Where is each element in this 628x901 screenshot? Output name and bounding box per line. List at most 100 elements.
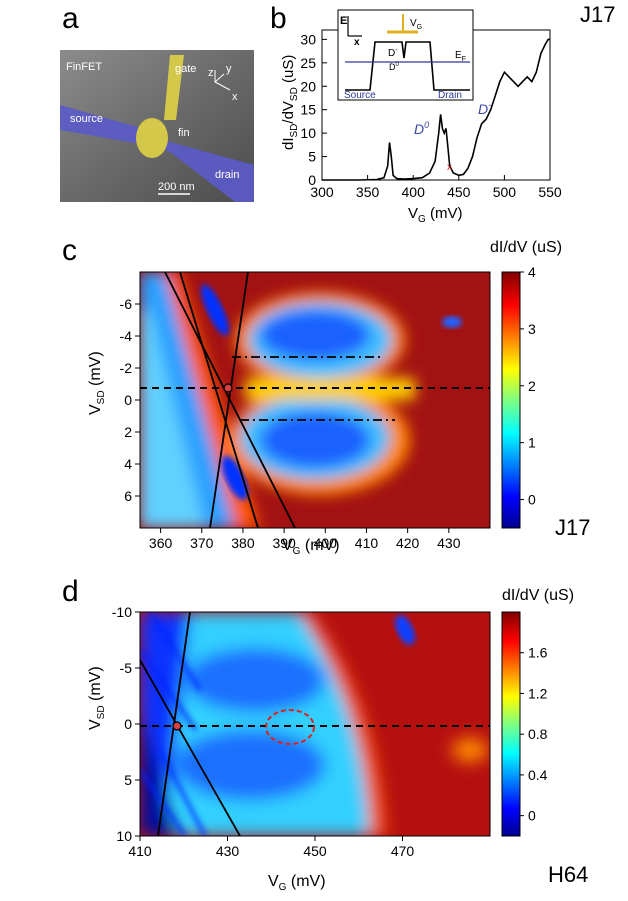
- chart-b-ytick-label: 15: [300, 102, 316, 118]
- heatmap-xtick-label: 360: [149, 535, 173, 551]
- colorbar-c-title: dI/dV (uS): [490, 239, 562, 256]
- chart-b-ytick-label: 20: [300, 78, 316, 94]
- svg-text:x: x: [232, 91, 238, 103]
- heatmap-ytick-label: 4: [124, 456, 132, 472]
- colorbar-tick-label: 1.2: [528, 685, 548, 701]
- panel-b-sample: J17: [580, 2, 616, 27]
- heatmap-ytick-label: -6: [120, 296, 133, 312]
- chart-b-xtick-label: 550: [538, 184, 562, 200]
- svg-text:y: y: [226, 63, 232, 75]
- colorbar-c: [501, 271, 521, 529]
- heatmap-xtick-label: 400: [314, 535, 338, 551]
- heatmap-ytick-label: -10: [112, 604, 132, 620]
- chart-b-inset: E x VG EF D- D0 Source Drain: [337, 9, 474, 101]
- chart-b-xtick-label: 350: [356, 184, 380, 200]
- colorbar-tick-label: 2: [528, 378, 536, 394]
- chart-b-series-line: [322, 38, 550, 181]
- heatmap-d-highlight: [265, 709, 315, 745]
- source-drain-region: [60, 105, 254, 202]
- heatmap-xtick-label: 450: [303, 843, 327, 859]
- heatmap-xtick-label: 410: [128, 843, 152, 859]
- chart-b-xtick-label: 400: [402, 184, 426, 200]
- heatmap-d-image: [140, 612, 490, 836]
- colorbar-d: [501, 611, 521, 837]
- inset-band-profile: [345, 41, 470, 91]
- panel-d-sample: H64: [548, 862, 589, 887]
- colorbar-d-title: dI/dV (uS): [502, 587, 574, 604]
- svg-text:z: z: [208, 67, 214, 79]
- colorbar-tick-label: 0.8: [528, 726, 548, 742]
- chart-b-xtick-label: 450: [447, 184, 471, 200]
- inset-e-label: E: [340, 15, 347, 27]
- chart-b-ytick-label: 30: [300, 31, 316, 47]
- heatmap-xtick-label: 420: [396, 535, 420, 551]
- inset-x-label: x: [354, 37, 360, 48]
- chart-b-xtick-label: 500: [493, 184, 517, 200]
- chart-c-ylabel: VSD (mV): [87, 351, 107, 415]
- panel-a-label: a: [62, 2, 79, 35]
- colorbar-tick-label: 1: [528, 435, 536, 451]
- sem-axes-icon: z y x: [208, 63, 238, 103]
- chart-b-ytick-label: 25: [300, 55, 316, 71]
- annotation-d0: D0: [414, 120, 429, 137]
- heatmap-xtick-label: 380: [231, 535, 255, 551]
- heatmap-d-marker: [172, 721, 182, 731]
- heatmap-xtick-label: 390: [272, 535, 296, 551]
- heatmap-xtick-label: 430: [437, 535, 461, 551]
- annotation-dminus: D-: [478, 100, 491, 117]
- heatmap-ytick-label: -4: [120, 328, 133, 344]
- chart-c: 360 370 380 390 400 410 420 430 -6 -4 -2 0 2 4 6 0 1 2 3 4…: [87, 239, 562, 557]
- heatmap-ytick-label: 6: [124, 488, 132, 504]
- heatmap-ytick-label: 0: [124, 392, 132, 408]
- chart-b-ytick-label: 0: [308, 172, 316, 188]
- colorbar-tick-label: 0.4: [528, 767, 548, 783]
- inset-d0-label: D0: [389, 62, 400, 72]
- heatmap-ytick-label: 2: [124, 424, 132, 440]
- sem-label-drain: drain: [215, 169, 239, 181]
- colorbar-tick-label: 0: [528, 492, 536, 508]
- sem-image: FinFET gate source fin drain 200 nm z y …: [60, 50, 254, 202]
- sem-scale-label: 200 nm: [158, 181, 195, 193]
- inset-ef-label: EF: [455, 50, 466, 63]
- panel-b-label: b: [270, 2, 287, 35]
- sem-label-source: source: [70, 113, 103, 125]
- chart-b-ytick-label: 10: [300, 125, 316, 141]
- chart-b-xtick-label: 300: [310, 184, 334, 200]
- heatmap-ytick-label: 5: [124, 772, 132, 788]
- annotation-cross: x: [447, 162, 452, 173]
- heatmap-c-marker: [223, 383, 233, 393]
- chart-b: 300 350 400 450 500 550 0 5 10 15 20 25 30 D0 D- x d…: [280, 9, 562, 225]
- heatmap-ytick-label: -2: [120, 360, 133, 376]
- inset-vg-label: VG: [410, 18, 422, 31]
- sem-label-fin: fin: [178, 127, 190, 139]
- heatmap-xtick-label: 410: [355, 535, 379, 551]
- chart-b-ytick-label: 5: [308, 149, 316, 165]
- chart-d: 410 430 450 470 -10 -5 0 5 10 0 0.4 0.8 1.2 1.6 dI/d…: [87, 587, 574, 893]
- gate-wrap: [136, 118, 168, 158]
- gate-finger: [164, 55, 184, 120]
- sem-label-gate: gate: [175, 63, 196, 75]
- heatmap-xtick-label: 470: [391, 843, 415, 859]
- heatmap-ytick-label: 0: [124, 716, 132, 732]
- inset-dminus-label: D-: [388, 47, 398, 59]
- chart-c-xlabel: VG (mV): [282, 537, 340, 557]
- inset-drain-label: Drain: [438, 90, 462, 101]
- chart-b-xlabel: VG (mV): [408, 205, 462, 225]
- sem-label-finfet: FinFET: [66, 61, 102, 73]
- chart-d-ylabel: VSD (mV): [87, 666, 107, 730]
- inset-source-label: Source: [344, 90, 376, 101]
- chart-b-ylabel: dISD/dVSD (uS): [280, 55, 300, 150]
- heatmap-ytick-label: -5: [120, 660, 133, 676]
- panel-c-sample: J17: [555, 515, 591, 540]
- heatmap-xtick-label: 370: [190, 535, 214, 551]
- panel-d-label: d: [62, 575, 79, 608]
- panel-c-label: c: [62, 234, 77, 267]
- colorbar-tick-label: 0: [528, 808, 536, 824]
- heatmap-xtick-label: 430: [216, 843, 240, 859]
- colorbar-tick-label: 3: [528, 321, 536, 337]
- heatmap-ytick-label: 10: [116, 828, 132, 844]
- colorbar-tick-label: 1.6: [528, 645, 548, 661]
- heatmap-c-image: [140, 272, 490, 528]
- colorbar-tick-label: 4: [528, 264, 536, 280]
- chart-d-xlabel: VG (mV): [268, 873, 326, 893]
